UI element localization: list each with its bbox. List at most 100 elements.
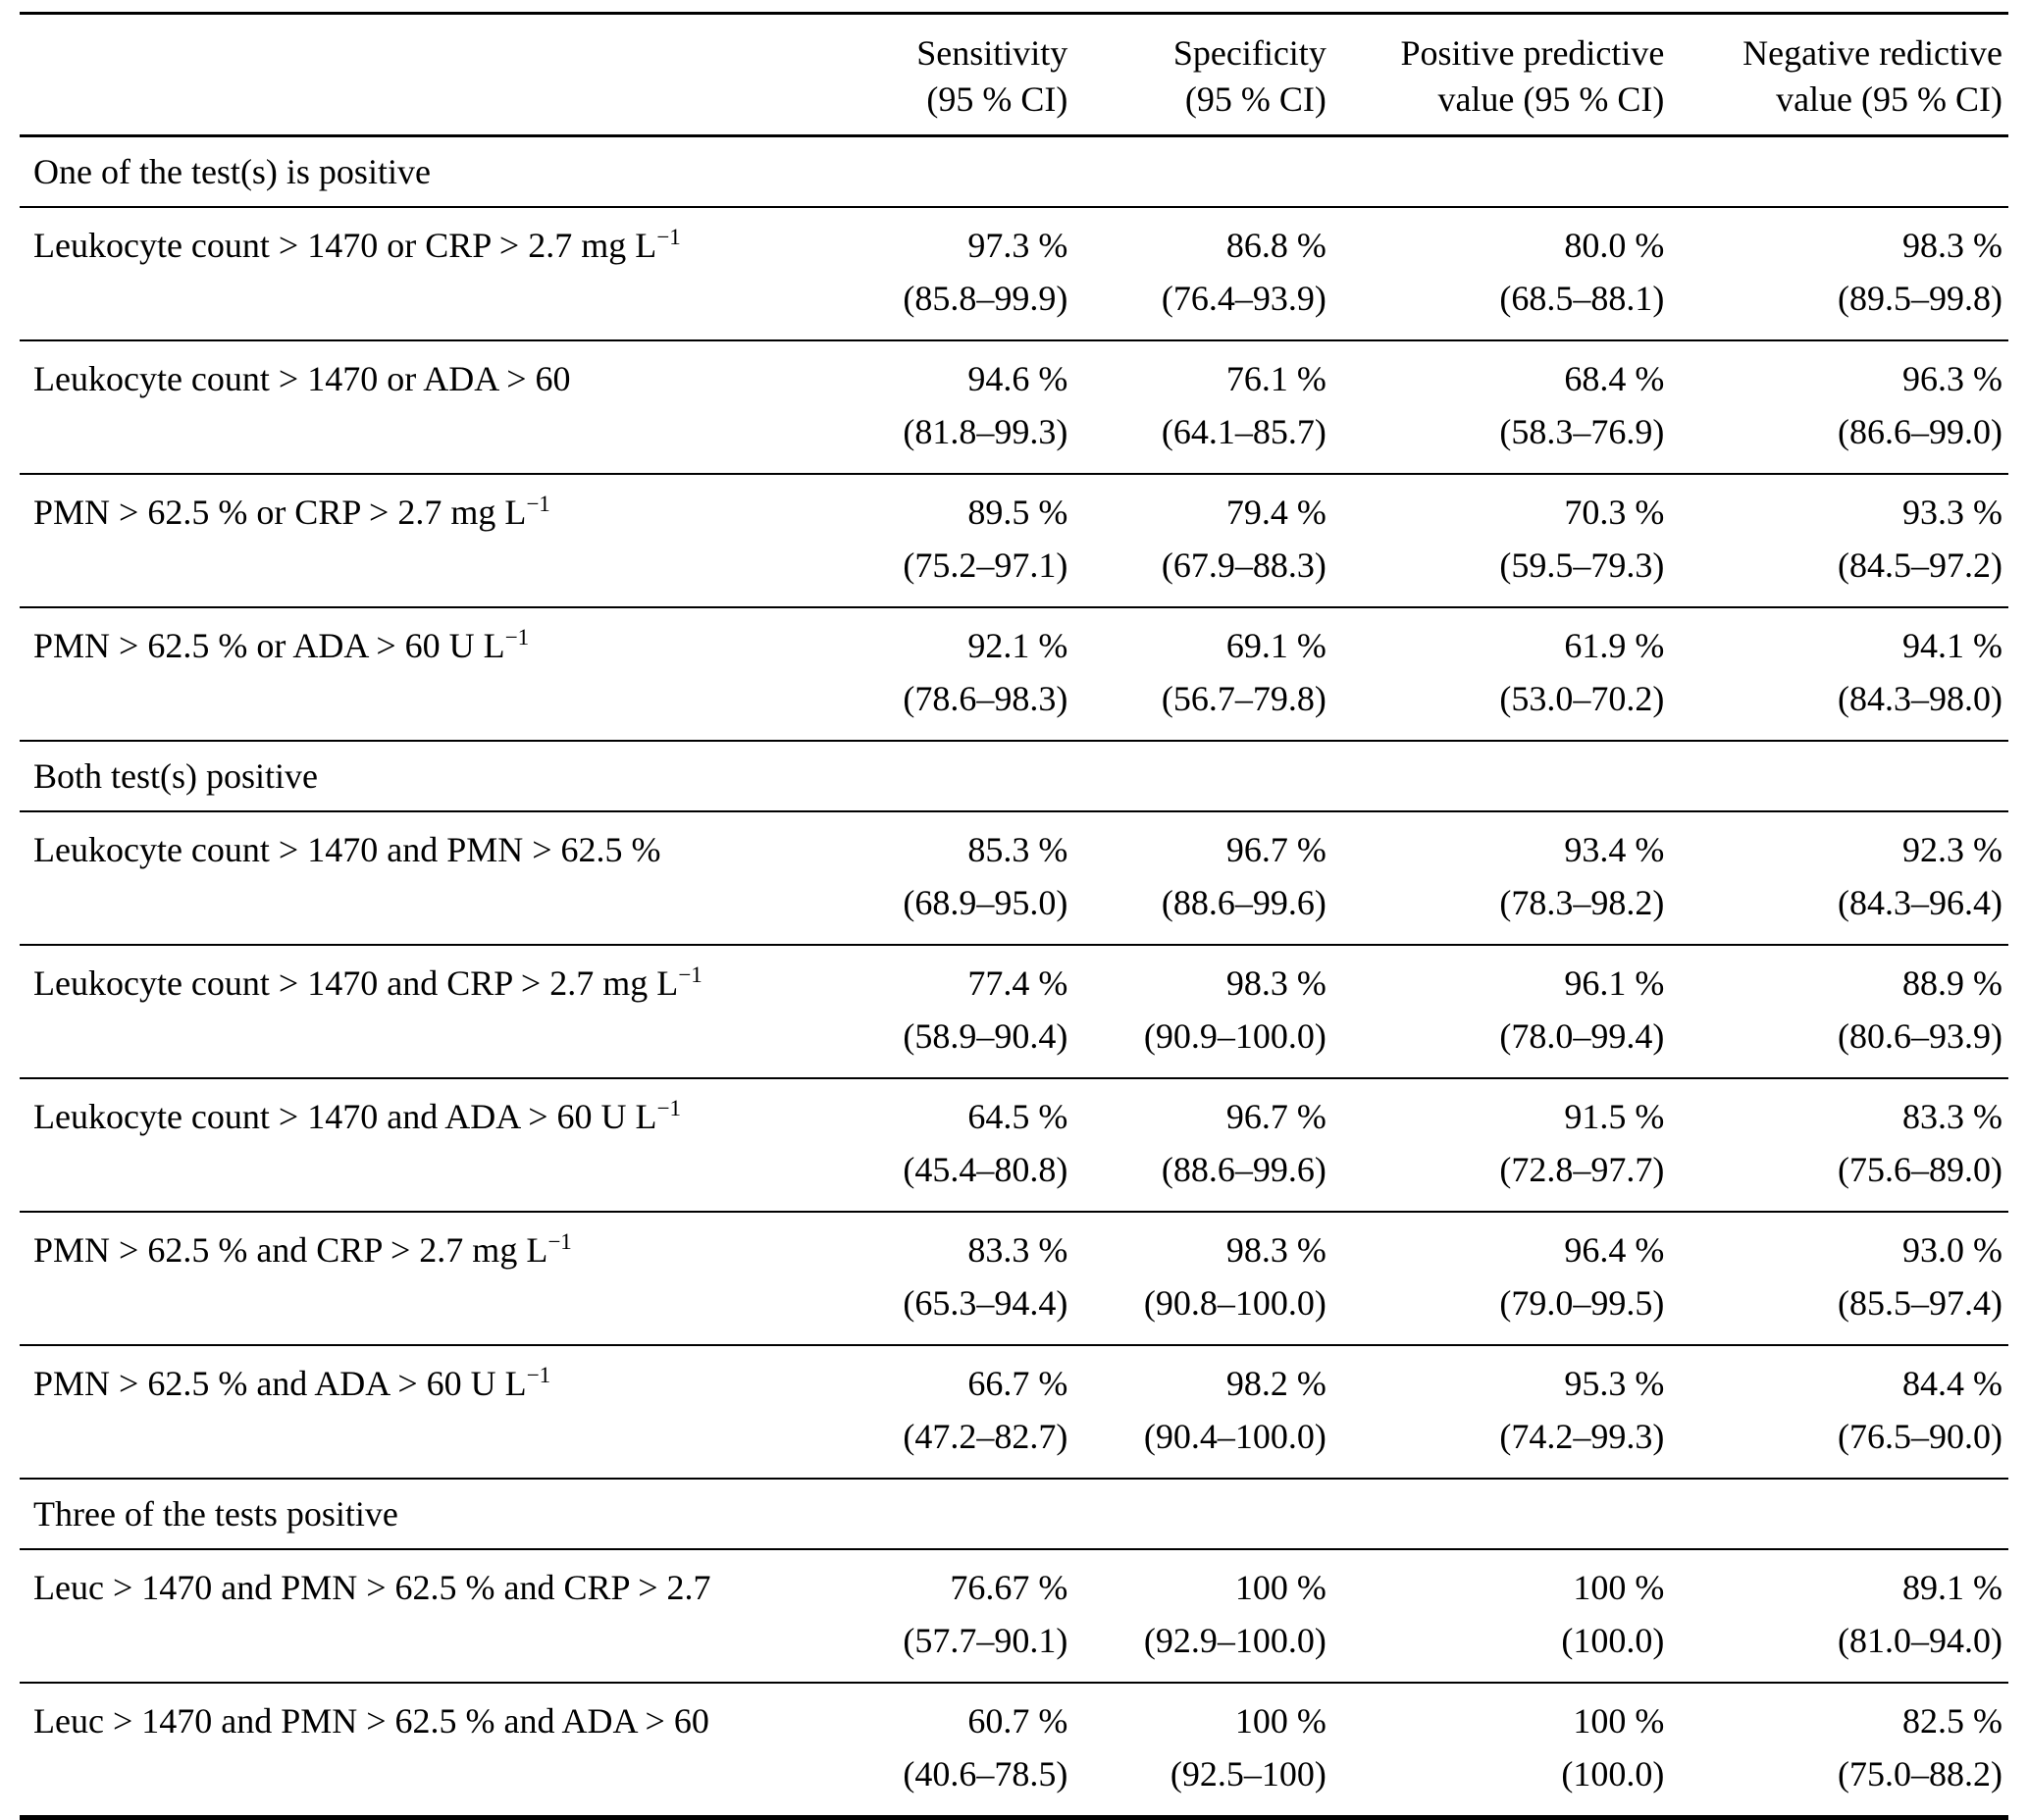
- specificity-cell: 76.1 % (64.1–85.7): [1073, 340, 1332, 474]
- confidence-interval: (100.0): [1561, 1621, 1665, 1660]
- superscript: −1: [678, 962, 702, 987]
- row-label: Leukocyte count > 1470 or ADA > 60: [20, 340, 835, 474]
- confidence-interval: (59.5–79.3): [1499, 546, 1665, 585]
- confidence-interval: (89.5–99.8): [1838, 279, 2002, 318]
- table-row: Leukocyte count > 1470 and PMN > 62.5 % …: [20, 811, 2008, 945]
- row-label: Leukocyte count > 1470 and ADA > 60 U L−…: [20, 1078, 835, 1212]
- row-label: PMN > 62.5 % and CRP > 2.7 mg L−1: [20, 1212, 835, 1345]
- value: 70.3 %: [1564, 493, 1665, 532]
- col-header-sensitivity: Sensitivity (95 % CI): [835, 14, 1073, 136]
- section-title: Both test(s) positive: [33, 756, 318, 796]
- row-label-text: Leuc > 1470 and PMN > 62.5 % and ADA > 6…: [33, 1701, 709, 1741]
- row-label-text: Leukocyte count > 1470 and CRP > 2.7 mg …: [33, 963, 679, 1003]
- confidence-interval: (84.3–98.0): [1838, 679, 2002, 718]
- section-title: One of the test(s) is positive: [33, 152, 431, 191]
- col-header-empty: [20, 14, 835, 136]
- confidence-interval: (90.9–100.0): [1143, 1016, 1326, 1056]
- npv-cell: 94.1 % (84.3–98.0): [1670, 607, 2008, 741]
- sensitivity-cell: 77.4 % (58.9–90.4): [835, 945, 1073, 1078]
- specificity-cell: 100 % (92.5–100): [1073, 1683, 1332, 1818]
- specificity-cell: 100 % (92.9–100.0): [1073, 1549, 1332, 1683]
- superscript: −1: [547, 1228, 572, 1254]
- sensitivity-cell: 94.6 % (81.8–99.3): [835, 340, 1073, 474]
- value: 88.9 %: [1902, 963, 2002, 1003]
- confidence-interval: (78.0–99.4): [1499, 1016, 1665, 1056]
- superscript: −1: [526, 491, 550, 516]
- confidence-interval: (78.6–98.3): [903, 679, 1068, 718]
- superscript: −1: [656, 224, 681, 249]
- confidence-interval: (76.4–93.9): [1161, 279, 1326, 318]
- ppv-cell: 96.4 % (79.0–99.5): [1332, 1212, 1671, 1345]
- confidence-interval: (74.2–99.3): [1499, 1417, 1665, 1456]
- superscript: −1: [504, 624, 530, 650]
- value: 98.3 %: [1902, 226, 2002, 265]
- confidence-interval: (78.3–98.2): [1499, 883, 1665, 922]
- value: 96.3 %: [1902, 359, 2002, 398]
- row-label: Leukocyte count > 1470 or CRP > 2.7 mg L…: [20, 207, 835, 340]
- value: 96.1 %: [1564, 963, 1665, 1003]
- confidence-interval: (58.3–76.9): [1499, 412, 1665, 451]
- ppv-cell: 68.4 % (58.3–76.9): [1332, 340, 1671, 474]
- value: 96.4 %: [1564, 1230, 1665, 1270]
- value: 86.8 %: [1225, 226, 1326, 265]
- table-row: Leukocyte count > 1470 or CRP > 2.7 mg L…: [20, 207, 2008, 340]
- sensitivity-cell: 76.67 % (57.7–90.1): [835, 1549, 1073, 1683]
- sensitivity-cell: 64.5 % (45.4–80.8): [835, 1078, 1073, 1212]
- specificity-cell: 69.1 % (56.7–79.8): [1073, 607, 1332, 741]
- confidence-interval: (68.5–88.1): [1499, 279, 1665, 318]
- value: 98.3 %: [1225, 963, 1326, 1003]
- confidence-interval: (75.0–88.2): [1838, 1754, 2002, 1794]
- superscript: −1: [526, 1362, 551, 1387]
- confidence-interval: (45.4–80.8): [903, 1150, 1068, 1189]
- value: 100 %: [1234, 1568, 1326, 1607]
- confidence-interval: (92.5–100): [1170, 1754, 1326, 1794]
- confidence-interval: (57.7–90.1): [903, 1621, 1068, 1660]
- table-row: Leuc > 1470 and PMN > 62.5 % and CRP > 2…: [20, 1549, 2008, 1683]
- specificity-cell: 96.7 % (88.6–99.6): [1073, 811, 1332, 945]
- value: 93.3 %: [1902, 493, 2002, 532]
- sensitivity-cell: 92.1 % (78.6–98.3): [835, 607, 1073, 741]
- npv-cell: 96.3 % (86.6–99.0): [1670, 340, 2008, 474]
- header-row: Sensitivity (95 % CI) Specificity (95 % …: [20, 14, 2008, 136]
- npv-cell: 84.4 % (76.5–90.0): [1670, 1345, 2008, 1479]
- confidence-interval: (75.6–89.0): [1838, 1150, 2002, 1189]
- confidence-interval: (80.6–93.9): [1838, 1016, 2002, 1056]
- col-header-line: Sensitivity: [916, 33, 1068, 73]
- row-label-text: PMN > 62.5 % and ADA > 60 U L: [33, 1364, 527, 1403]
- value: 84.4 %: [1902, 1364, 2002, 1403]
- value: 96.7 %: [1225, 1097, 1326, 1136]
- specificity-cell: 96.7 % (88.6–99.6): [1073, 1078, 1332, 1212]
- table-row: PMN > 62.5 % and CRP > 2.7 mg L−1 83.3 %…: [20, 1212, 2008, 1345]
- table-row: Leuc > 1470 and PMN > 62.5 % and ADA > 6…: [20, 1683, 2008, 1818]
- value: 89.1 %: [1902, 1568, 2002, 1607]
- specificity-cell: 98.2 % (90.4–100.0): [1073, 1345, 1332, 1479]
- col-header-line: Specificity: [1172, 33, 1326, 73]
- section-header-row: Both test(s) positive: [20, 741, 2008, 811]
- value: 97.3 %: [967, 226, 1068, 265]
- sensitivity-cell: 66.7 % (47.2–82.7): [835, 1345, 1073, 1479]
- npv-cell: 89.1 % (81.0–94.0): [1670, 1549, 2008, 1683]
- value: 76.67 %: [950, 1568, 1068, 1607]
- value: 60.7 %: [967, 1701, 1068, 1741]
- table-body: One of the test(s) is positive Leukocyte…: [20, 136, 2008, 1818]
- confidence-interval: (88.6–99.6): [1161, 883, 1326, 922]
- value: 61.9 %: [1564, 626, 1665, 665]
- row-label: Leukocyte count > 1470 and PMN > 62.5 %: [20, 811, 835, 945]
- table-header: Sensitivity (95 % CI) Specificity (95 % …: [20, 14, 2008, 136]
- sensitivity-cell: 60.7 % (40.6–78.5): [835, 1683, 1073, 1818]
- sensitivity-cell: 85.3 % (68.9–95.0): [835, 811, 1073, 945]
- npv-cell: 98.3 % (89.5–99.8): [1670, 207, 2008, 340]
- table-row: Leukocyte count > 1470 and ADA > 60 U L−…: [20, 1078, 2008, 1212]
- diagnostic-performance-table: Sensitivity (95 % CI) Specificity (95 % …: [20, 12, 2008, 1820]
- confidence-interval: (85.5–97.4): [1838, 1283, 2002, 1323]
- confidence-interval: (47.2–82.7): [903, 1417, 1068, 1456]
- confidence-interval: (100.0): [1561, 1754, 1665, 1794]
- value: 69.1 %: [1225, 626, 1326, 665]
- value: 91.5 %: [1564, 1097, 1665, 1136]
- confidence-interval: (40.6–78.5): [903, 1754, 1068, 1794]
- confidence-interval: (67.9–88.3): [1161, 546, 1326, 585]
- npv-cell: 88.9 % (80.6–93.9): [1670, 945, 2008, 1078]
- value: 93.4 %: [1564, 830, 1665, 869]
- sensitivity-cell: 89.5 % (75.2–97.1): [835, 474, 1073, 607]
- value: 66.7 %: [967, 1364, 1068, 1403]
